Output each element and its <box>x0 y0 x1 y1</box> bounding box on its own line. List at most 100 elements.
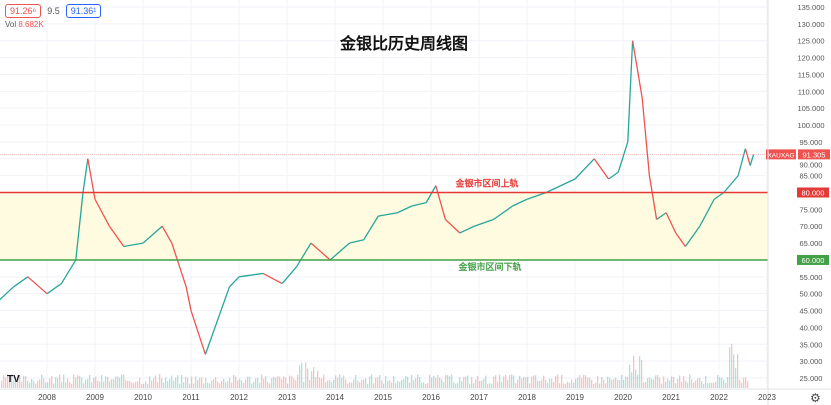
volume-bar <box>431 377 433 388</box>
volume-bar <box>81 377 83 388</box>
volume-bar <box>487 383 489 388</box>
price-segment <box>262 272 283 285</box>
price-segment <box>27 276 48 295</box>
volume-bar <box>239 378 241 388</box>
volume-bar <box>121 374 123 388</box>
volume-bar <box>455 383 457 388</box>
hline-annotation: 金银市区间下轨 <box>457 261 521 272</box>
x-tick-label: 2012 <box>230 393 248 402</box>
volume-bar <box>231 382 233 388</box>
volume-bar <box>143 383 145 388</box>
price-segment <box>675 232 686 247</box>
volume-bar <box>409 382 411 388</box>
volume-bar <box>719 377 721 388</box>
price-segment <box>228 276 240 288</box>
volume-bar <box>153 378 155 388</box>
volume-bar <box>427 383 429 388</box>
volume-bar <box>253 381 255 388</box>
volume-bar <box>175 377 177 388</box>
x-tick-label: 2011 <box>182 393 200 402</box>
volume-bar <box>403 378 405 388</box>
volume-bar <box>93 377 95 388</box>
volume-bar <box>247 376 249 388</box>
volume-bar <box>569 382 571 388</box>
volume-bar <box>335 375 337 388</box>
volume-bar <box>373 383 375 388</box>
volume-bar <box>187 378 189 388</box>
price-segment <box>627 40 634 142</box>
volume-bar <box>385 375 387 388</box>
volume-bar <box>499 374 501 388</box>
volume-bar <box>291 376 293 388</box>
volume-bar <box>565 383 567 388</box>
ask-box[interactable]: 91.36¹ <box>65 4 102 18</box>
x-tick-label: 2021 <box>662 393 680 402</box>
volume-bar <box>221 380 223 388</box>
volume-bar <box>651 378 653 388</box>
volume-bar <box>377 377 379 388</box>
volume-bar <box>83 383 85 388</box>
volume-bar <box>39 379 41 388</box>
price-segment <box>723 175 739 193</box>
volume-bar <box>689 374 691 388</box>
volume-bar <box>257 377 259 388</box>
volume-bar <box>99 381 101 388</box>
volume-bar <box>147 383 149 388</box>
volume-bar <box>553 381 555 388</box>
y-tick-label: 100.000 <box>797 121 824 130</box>
volume-bar <box>477 375 479 388</box>
volume-bar <box>119 377 121 388</box>
volume-bar <box>273 376 275 388</box>
volume-bar <box>135 381 137 388</box>
volume-bar <box>479 381 481 388</box>
volume-bar <box>137 381 139 388</box>
volume-bar <box>513 375 515 388</box>
volume-bar <box>51 376 53 388</box>
volume-bar <box>511 374 513 388</box>
volume-bar <box>685 380 687 388</box>
price-segment <box>411 201 427 207</box>
volume-bar <box>13 380 15 388</box>
volume-bar <box>567 381 569 388</box>
price-segment <box>608 171 619 180</box>
volume-bar <box>259 382 261 388</box>
volume-bar <box>309 379 311 388</box>
volume-bar <box>699 378 701 388</box>
volume-bar <box>551 378 553 388</box>
price-segment <box>123 242 144 248</box>
volume-bar <box>19 375 21 388</box>
x-tick-label: 2009 <box>86 393 104 402</box>
volume-bar <box>343 375 345 388</box>
gear-icon[interactable]: ⚙ <box>810 391 821 405</box>
x-tick-label: 2017 <box>470 393 488 402</box>
y-tick-label: 50.000 <box>800 290 823 299</box>
volume-bar <box>471 377 473 388</box>
volume-bar <box>185 376 187 388</box>
volume-bar <box>15 377 17 388</box>
volume-bar <box>37 380 39 388</box>
volume-bar <box>125 379 127 388</box>
tradingview-logo[interactable]: TV <box>7 374 20 385</box>
volume-bar <box>235 376 237 388</box>
price-segment <box>82 158 89 193</box>
volume-bar <box>399 382 401 388</box>
volume-legend: Vol 8.682K <box>5 20 44 29</box>
price-segment <box>560 178 576 187</box>
ohlc-legend: 91.26⁶ 9.5 91.36¹ <box>5 4 102 18</box>
volume-bar <box>157 382 159 388</box>
volume-bar <box>41 374 43 388</box>
price-segment <box>296 242 312 268</box>
volume-bar <box>725 382 727 388</box>
volume-bar <box>747 381 749 388</box>
price-segment <box>363 215 379 241</box>
volume-bar <box>659 378 661 388</box>
y-tick-label: 105.000 <box>797 104 824 113</box>
volume-bar <box>525 377 527 388</box>
volume-bar <box>691 379 693 388</box>
volume-bar <box>663 376 665 388</box>
volume-bar <box>681 381 683 388</box>
volume-bar <box>537 380 539 388</box>
volume-bar <box>599 383 601 388</box>
bid-box[interactable]: 91.26⁶ <box>5 4 42 18</box>
